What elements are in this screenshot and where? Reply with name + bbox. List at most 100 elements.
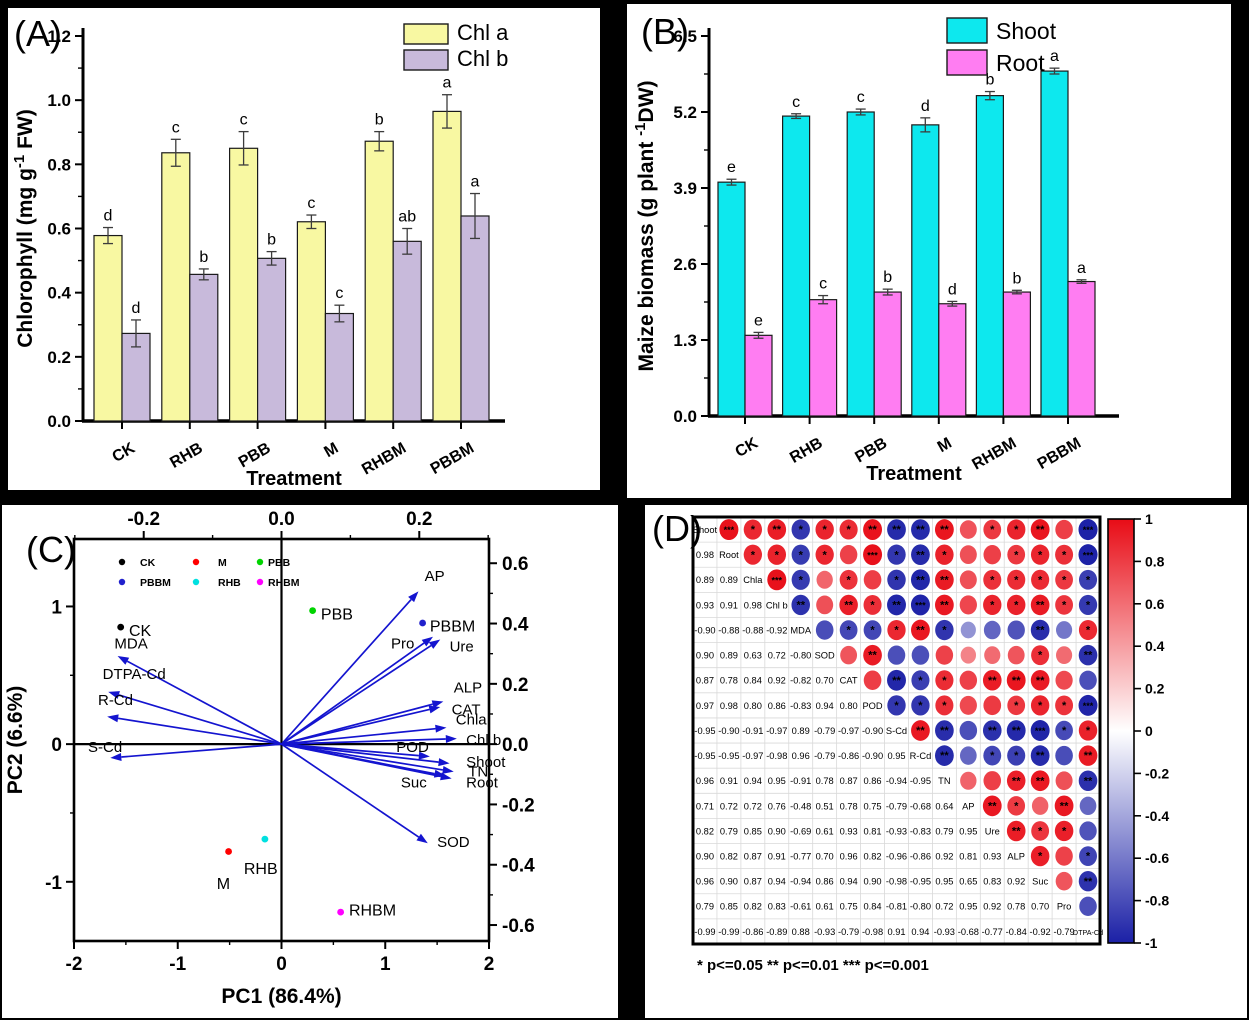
corr-ellipse-mda-r-cd (911, 619, 930, 641)
corr-value-s-cd-mda: 0.89 (792, 726, 810, 736)
top-tick-label: 0.2 (406, 509, 432, 530)
matrix-border (691, 515, 1102, 946)
corr-ellipse-chl-b-tn (934, 594, 954, 616)
corr-ellipse-cat-r-cd (911, 670, 930, 691)
corr-ellipse-ap-dtpa-cd (1079, 796, 1097, 816)
corr-value-tn-cat: 0.87 (840, 776, 858, 786)
bottom-tick-label: -2 (66, 954, 83, 975)
corr-ellipse-shoot-dtpa-cd (1078, 519, 1098, 541)
sig-stars: *** (915, 601, 926, 611)
legend-dot-rhb (192, 578, 200, 586)
diag-label-tn: TN (938, 776, 950, 786)
corr-value-ap-s-cd: -0.79 (886, 801, 907, 811)
sig-letter: b (985, 72, 994, 89)
sig-stars: *** (867, 550, 878, 560)
corr-ellipse-ap-alp (1007, 796, 1026, 816)
sig-stars: * (1038, 549, 1043, 561)
arrowhead-dtpa-cd (108, 691, 120, 699)
corr-value-s-cd-chla: -0.91 (742, 726, 763, 736)
bar-shoot-rhb (782, 115, 811, 417)
corr-ellipse-cat-s-cd (887, 669, 906, 691)
corr-ellipse-s-cd-r-cd (911, 720, 930, 741)
score-point-m (225, 848, 232, 855)
significance-note: * p<=0.05 ** p<=0.01 *** p<=0.001 (697, 957, 929, 974)
sig-stars: * (990, 600, 995, 612)
sig-stars: * (846, 625, 851, 637)
corr-value-mda-chla: -0.88 (742, 625, 763, 635)
y-axis-title: Maize biomass (g plant -1DW) (632, 80, 658, 371)
corr-value-ap-chl-b: 0.76 (768, 801, 786, 811)
corr-ellipse-sod-dtpa-cd (1078, 644, 1098, 666)
arrowhead-chla (435, 724, 447, 733)
corr-ellipse-root-chl-b (767, 544, 787, 565)
right-tick-label: 0.0 (502, 735, 528, 756)
bar-chl-a-pbbm (432, 110, 462, 422)
corr-value-r-cd-pod: -0.90 (862, 751, 883, 761)
corr-value-tn-root: 0.91 (720, 776, 738, 786)
sig-stars: * (1062, 725, 1067, 737)
corr-value-mda-root: -0.88 (718, 625, 739, 635)
sig-stars: * (823, 524, 828, 536)
loading-arrow-ure (281, 644, 432, 745)
corr-value-s-cd-root: -0.90 (718, 726, 739, 736)
legend-dot-ck (118, 558, 126, 566)
corr-value-s-cd-pod: -0.90 (862, 726, 883, 736)
corr-value-pro-ap: 0.95 (959, 902, 977, 912)
diag-label-pod: POD (862, 701, 882, 711)
corr-value-dtpa-cd-alp: -0.84 (1006, 927, 1027, 937)
diag-label-suc: Suc (1032, 877, 1048, 887)
corr-ellipse-r-cd-alp (1007, 745, 1026, 766)
sig-letter: a (1077, 260, 1086, 277)
corr-ellipse-chla-chl-b (767, 569, 787, 591)
bar-root-pbb (873, 291, 902, 417)
corr-ellipse-pod-r-cd (911, 695, 930, 716)
corr-value-ure-ap: 0.95 (959, 826, 977, 836)
loading-arrow-suc (281, 743, 435, 775)
corr-value-suc-s-cd: -0.98 (886, 877, 907, 887)
corr-value-cat-mda: -0.82 (790, 676, 811, 686)
bottom-tick-label: 1 (380, 954, 391, 975)
corr-value-sod-shoot: 0.90 (696, 651, 714, 661)
arrow-label-tn: TN (468, 764, 488, 781)
corr-ellipse-chl-b-pro (1055, 595, 1074, 615)
corr-ellipse-sod-pro (1056, 646, 1073, 665)
corr-value-ap-mda: -0.48 (790, 801, 811, 811)
diag-label-alp: ALP (1007, 851, 1025, 861)
corr-ellipse-pod-dtpa-cd (1078, 694, 1098, 716)
score-point-pbb (309, 607, 317, 614)
diag-label-r-cd: R-Cd (910, 751, 932, 761)
corr-value-ure-chla: 0.85 (744, 826, 762, 836)
corr-value-sod-chla: 0.63 (744, 651, 762, 661)
corr-value-r-cd-cat: -0.86 (838, 751, 859, 761)
arrow-label-ap: AP (425, 568, 445, 585)
x-axis-title: Treatment (866, 463, 962, 485)
sig-stars: ** (940, 524, 949, 536)
sig-stars: * (751, 524, 756, 536)
sig-letter: a (1050, 48, 1059, 65)
corr-ellipse-shoot-alp (1007, 519, 1026, 540)
corr-ellipse-tn-ure (983, 771, 1002, 791)
corr-ellipse-shoot-chla (743, 519, 763, 540)
corr-value-tn-chl-b: 0.95 (768, 776, 786, 786)
corr-value-r-cd-mda: 0.96 (792, 751, 810, 761)
sig-stars: ** (892, 600, 901, 612)
sig-stars: ** (1060, 800, 1069, 812)
corr-value-alp-root: 0.82 (720, 851, 738, 861)
corr-ellipse-root-r-cd (911, 544, 930, 566)
panel-pca-biplot: -2 -1 0 1 2 -1 0 1 -0.2 0.0 0.2 0.6 0.4 0.2 0.0 -0.2 -0.… (2, 505, 618, 1018)
corr-ellipse-tn-alp (1006, 770, 1026, 791)
sig-letter: c (172, 119, 180, 136)
sig-letter: c (240, 112, 248, 129)
corr-ellipse-chla-pro (1055, 570, 1073, 590)
corr-value-s-cd-shoot: -0.95 (694, 726, 715, 736)
arrow-label-shoot: Shoot (466, 754, 506, 771)
sig-stars: * (870, 600, 875, 612)
correlation-matrix-svg: Shoot *** * ** * * * ** ** ** ** * * ** ***0.98 Root * * *… (691, 511, 1169, 951)
sig-stars: * (894, 549, 899, 561)
colorbar-tick-label: 0.2 (1145, 681, 1165, 697)
corr-ellipse-chl-b-s-cd (887, 594, 906, 616)
loading-arrow-pro (281, 642, 425, 745)
bar-shoot-m (911, 124, 940, 417)
colorbar-tick-label: 0.6 (1145, 596, 1165, 612)
